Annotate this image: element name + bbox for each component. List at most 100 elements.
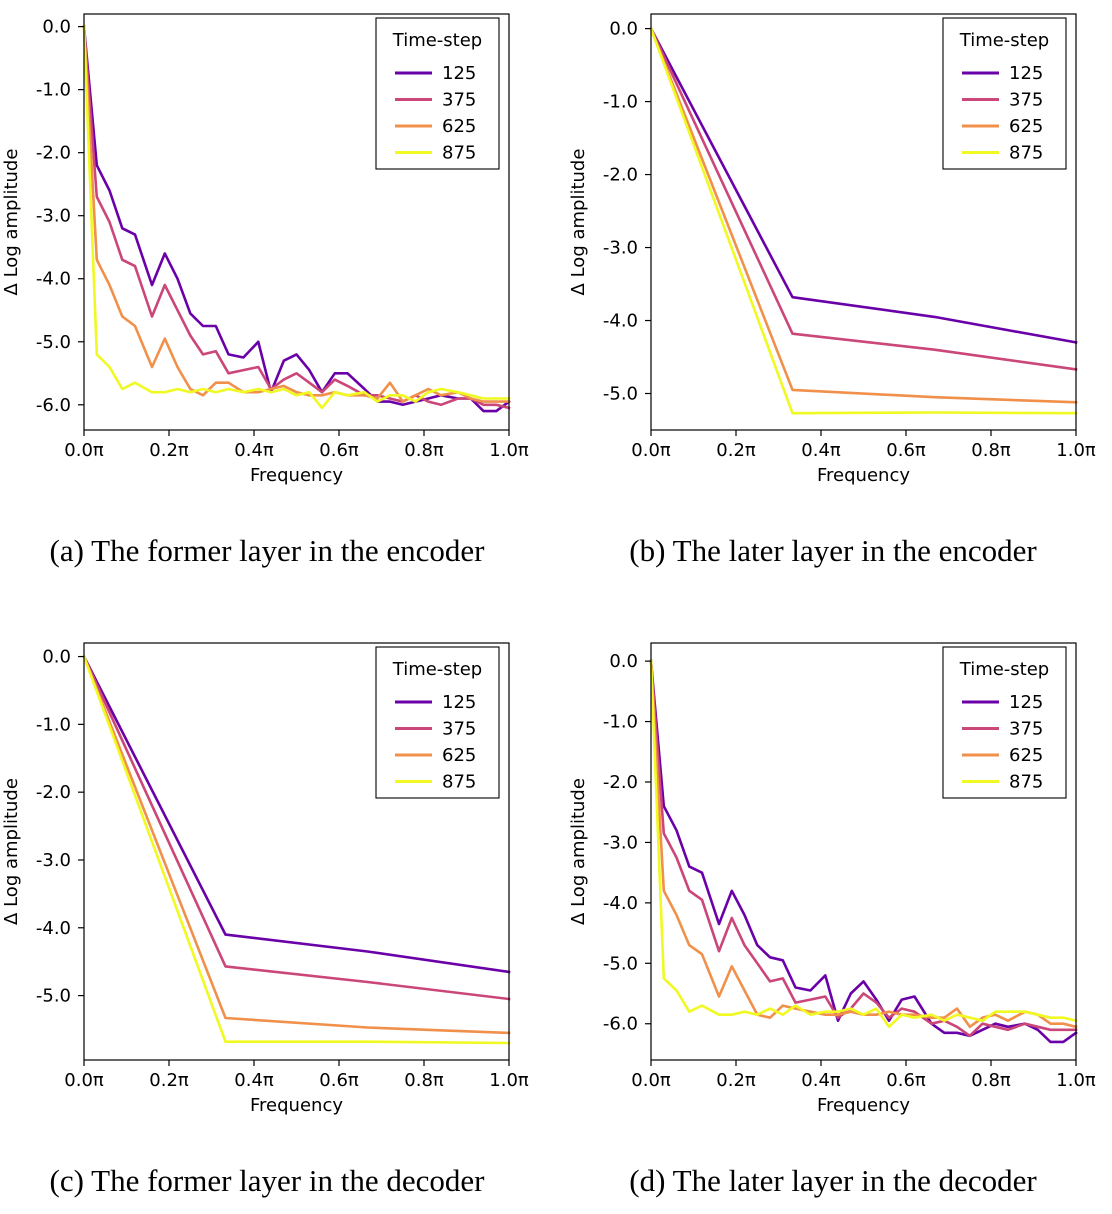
x-tick-label-b: 0.4π [801, 440, 841, 461]
series-line-125-c [82, 654, 511, 974]
series-line-875-d [649, 659, 1078, 1029]
legend-label-875-c: 875 [442, 772, 476, 793]
y-tick-label-b: -2.0 [603, 165, 638, 186]
x-tick-label-b: 0.0π [631, 440, 671, 461]
series-line-125-a [82, 25, 511, 413]
y-tick-label-d: -4.0 [603, 893, 638, 914]
series-line-375-d [649, 659, 1078, 1038]
legend-title-a: Time-step [392, 30, 482, 51]
legend-label-875-d: 875 [1009, 772, 1043, 793]
x-axis-label-c: Frequency [250, 1095, 343, 1116]
legend-label-375-b: 375 [1009, 90, 1043, 111]
x-tick-label-d: 0.6π [886, 1070, 926, 1091]
series-line-625-a [82, 25, 511, 403]
legend-label-125-a: 125 [442, 63, 476, 84]
x-tick-label-a: 0.4π [234, 440, 274, 461]
legend-label-875-b: 875 [1009, 143, 1043, 164]
y-tick-label-a: -4.0 [36, 269, 71, 290]
series-line-125-b [649, 26, 1078, 344]
y-axis-label-d: Δ Log amplitude [568, 778, 589, 925]
plot-frame-a [83, 13, 510, 431]
legend-title-c: Time-step [392, 659, 482, 680]
y-tick-label-b: -5.0 [603, 384, 638, 405]
y-tick-label-c: -2.0 [36, 782, 71, 803]
x-tick-label-a: 0.2π [149, 440, 189, 461]
legend-label-125-c: 125 [442, 692, 476, 713]
y-tick-label-d: 0.0 [609, 651, 638, 672]
x-tick-label-b: 0.8π [971, 440, 1011, 461]
x-axis-label-a: Frequency [250, 465, 343, 486]
chart-d: 0.0π 0.2π 0.4π 0.6π 0.8π 1.0π 0.0 -1.0 -2.0 -3.0 -… [568, 642, 1096, 1116]
legend-label-375-a: 375 [442, 90, 476, 111]
y-tick-label-c: -1.0 [36, 714, 71, 735]
series-line-875-c [82, 654, 511, 1045]
x-tick-label-b: 0.2π [716, 440, 756, 461]
legend-box-b [942, 17, 1067, 170]
series-line-625-c [82, 654, 511, 1035]
x-tick-label-c: 0.4π [234, 1070, 274, 1091]
legend-label-125-b: 125 [1009, 63, 1043, 84]
x-tick-label-a: 1.0π [489, 440, 529, 461]
chart-b: 0.0π 0.2π 0.4π 0.6π 0.8π 1.0π 0.0 -1.0 -2.0 -3.0 -… [568, 13, 1096, 486]
x-tick-label-c: 0.2π [149, 1070, 189, 1091]
plot-frame-d [650, 642, 1077, 1061]
y-tick-label-a: -1.0 [36, 80, 71, 101]
y-tick-label-d: -2.0 [603, 772, 638, 793]
y-tick-label-d: -3.0 [603, 832, 638, 853]
y-tick-label-c: 0.0 [42, 647, 71, 668]
x-tick-label-c: 0.8π [404, 1070, 444, 1091]
y-tick-label-a: 0.0 [42, 17, 71, 38]
caption-d: (d) The later layer in the decoder [629, 1163, 1037, 1198]
caption-c: (c) The former layer in the decoder [49, 1163, 485, 1198]
series-line-375-b [649, 26, 1078, 371]
y-tick-label-b: -1.0 [603, 92, 638, 113]
series-line-875-a [82, 25, 511, 410]
y-axis-label-b: Δ Log amplitude [568, 149, 589, 296]
caption-a: (a) The former layer in the encoder [49, 533, 485, 568]
y-tick-label-d: -5.0 [603, 953, 638, 974]
series-line-375-c [82, 654, 511, 1001]
y-tick-label-d: -6.0 [603, 1014, 638, 1035]
chart-c: 0.0π 0.2π 0.4π 0.6π 0.8π 1.0π 0.0 -1.0 -2.0 -3.0 -… [1, 642, 529, 1116]
legend-label-625-c: 625 [442, 745, 476, 766]
legend-label-375-d: 375 [1009, 719, 1043, 740]
legend-label-625-a: 625 [442, 116, 476, 137]
x-tick-label-d: 0.8π [971, 1070, 1011, 1091]
legend-box-c [375, 646, 500, 799]
x-tick-label-d: 0.2π [716, 1070, 756, 1091]
x-tick-label-c: 0.6π [319, 1070, 359, 1091]
x-tick-label-b: 0.6π [886, 440, 926, 461]
legend-label-625-b: 625 [1009, 116, 1043, 137]
x-tick-label-d: 0.0π [631, 1070, 671, 1091]
x-tick-label-a: 0.6π [319, 440, 359, 461]
plot-frame-c [83, 642, 510, 1061]
y-tick-label-c: -4.0 [36, 918, 71, 939]
x-tick-label-d: 0.4π [801, 1070, 841, 1091]
chart-a: 0.0π 0.2π 0.4π 0.6π 0.8π 1.0π 0.0 -1.0 -2.0 -3.0 -… [1, 13, 529, 486]
y-tick-label-a: -6.0 [36, 395, 71, 416]
y-axis-label-a: Δ Log amplitude [1, 149, 22, 296]
series-line-875-b [649, 26, 1078, 415]
series-line-625-b [649, 26, 1078, 404]
x-tick-label-c: 1.0π [489, 1070, 529, 1091]
y-tick-label-c: -5.0 [36, 986, 71, 1007]
y-tick-label-d: -1.0 [603, 712, 638, 733]
caption-b: (b) The later layer in the encoder [629, 533, 1037, 568]
y-tick-label-a: -2.0 [36, 143, 71, 164]
legend-box-d [942, 646, 1067, 799]
legend-label-375-c: 375 [442, 719, 476, 740]
legend-box-a [375, 17, 500, 170]
x-axis-label-b: Frequency [817, 465, 910, 486]
x-tick-label-a: 0.0π [64, 440, 104, 461]
y-tick-label-a: -5.0 [36, 332, 71, 353]
x-tick-label-c: 0.0π [64, 1070, 104, 1091]
y-tick-label-c: -3.0 [36, 850, 71, 871]
y-tick-label-a: -3.0 [36, 206, 71, 227]
legend-label-875-a: 875 [442, 143, 476, 164]
x-axis-label-d: Frequency [817, 1095, 910, 1116]
series-line-375-a [82, 25, 511, 410]
series-line-125-d [649, 659, 1078, 1044]
y-axis-label-c: Δ Log amplitude [1, 778, 22, 925]
x-tick-label-b: 1.0π [1056, 440, 1096, 461]
